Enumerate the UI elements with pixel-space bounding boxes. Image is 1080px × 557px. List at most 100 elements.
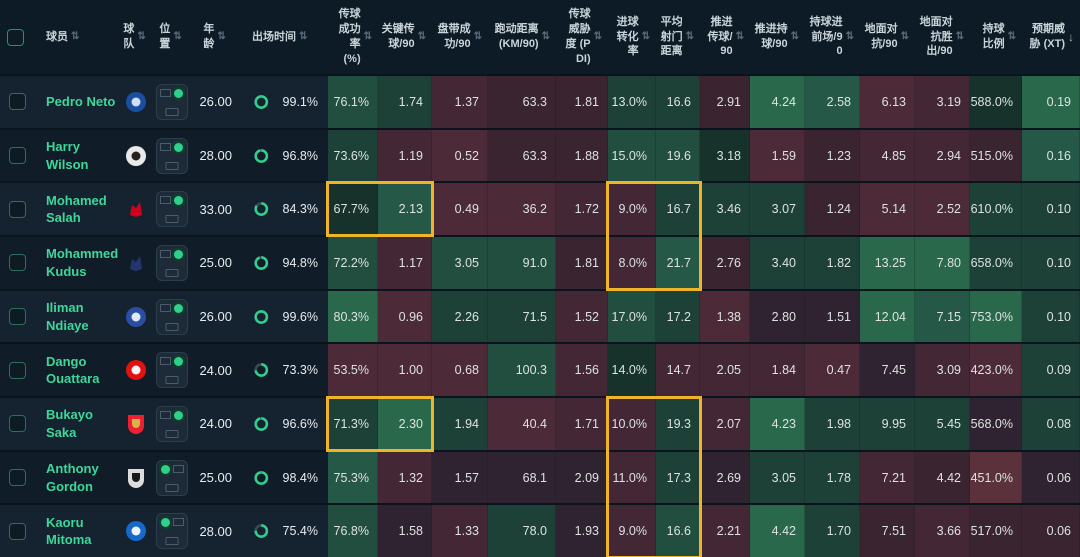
stat-value: 1.72 <box>574 202 599 217</box>
sort-icon[interactable]: ⇅ <box>955 31 964 43</box>
stat-value: 53.5% <box>333 363 369 378</box>
stat-value: 2.58 <box>826 94 851 109</box>
column-header-conversion[interactable]: 进球转化率 ⇅ <box>608 0 656 74</box>
position-cell <box>152 291 192 343</box>
stat-value: 610.0% <box>970 202 1013 217</box>
age-value: 28.00 <box>199 148 232 163</box>
cell-run_dist: 91.0 <box>488 237 556 289</box>
cell-carry_fwd: 1.98 <box>805 398 860 450</box>
playing-time-cell: 73.3% <box>240 344 328 396</box>
row-checkbox[interactable] <box>8 415 26 433</box>
sort-icon[interactable]: ⇅ <box>137 31 146 43</box>
player-name[interactable]: Iliman Ndiaye <box>46 299 89 333</box>
column-header-xt[interactable]: 预期威胁 (XT) ↓ <box>1022 0 1080 74</box>
stat-value: 423.0% <box>970 363 1013 378</box>
stat-value: 1.00 <box>398 363 423 378</box>
stat-value: 517.0% <box>970 524 1013 539</box>
cell-shot_dist: 17.3 <box>656 451 700 504</box>
column-header-ground_duel[interactable]: 地面对抗/90 ⇅ <box>860 0 915 74</box>
team-cell <box>120 344 152 396</box>
column-header-prog_pass[interactable]: 推进传球/90 ⇅ <box>700 0 750 74</box>
player-name[interactable]: Dango Ouattara <box>46 353 100 387</box>
player-name[interactable]: Mohamed Salah <box>46 192 107 226</box>
column-header-label: 球员 <box>46 30 68 43</box>
column-header-label: 持球比例 <box>982 23 1005 50</box>
player-name[interactable]: Kaoru Mitoma <box>46 514 92 548</box>
row-checkbox[interactable] <box>8 147 26 164</box>
stat-value: 21.7 <box>666 255 691 270</box>
row-checkbox-cell <box>0 237 34 289</box>
row-checkbox[interactable] <box>8 361 26 379</box>
column-header-player[interactable]: 球员 ⇅ <box>34 0 120 74</box>
player-name[interactable]: Mohammed Kudus <box>46 246 119 279</box>
sort-icon[interactable]: ⇅ <box>173 31 182 43</box>
sort-icon[interactable]: ⇅ <box>900 31 909 43</box>
player-name[interactable]: Pedro Neto <box>46 94 116 110</box>
column-header-time[interactable]: 出场时间 ⇅ <box>240 0 328 74</box>
sort-desc-icon[interactable]: ↓ <box>1068 29 1074 44</box>
column-header-carry_fwd[interactable]: 持球进前场/90 ⇅ <box>805 0 860 74</box>
sort-icon[interactable]: ⇅ <box>845 31 854 43</box>
sort-icon[interactable]: ⇅ <box>363 31 372 43</box>
row-checkbox[interactable] <box>8 200 26 218</box>
stat-value: 36.2 <box>522 202 547 217</box>
cell-pass_threat: 1.81 <box>556 237 608 289</box>
sort-icon[interactable]: ⇅ <box>71 31 80 43</box>
cell-prog_carry: 3.40 <box>750 237 805 289</box>
sort-icon[interactable]: ⇅ <box>1007 31 1016 43</box>
column-header-pass_pct[interactable]: 传球成功率 (%) ⇅ <box>328 0 378 74</box>
cell-ground_duel: 13.25 <box>860 237 915 289</box>
stat-value: 8.0% <box>618 255 648 270</box>
column-header-age[interactable]: 年龄 ⇅ <box>192 0 240 74</box>
player-name[interactable]: Harry Wilson <box>46 138 89 172</box>
column-header-prog_carry[interactable]: 推进持球/90 ⇅ <box>750 0 805 74</box>
row-checkbox-cell <box>0 291 34 343</box>
stat-value: 17.3 <box>666 470 691 485</box>
sort-icon[interactable]: ⇅ <box>685 31 694 43</box>
column-header-possession[interactable]: 持球比例 ⇅ <box>970 0 1022 74</box>
cell-dribble: 0.49 <box>432 183 488 236</box>
sort-icon[interactable]: ⇅ <box>735 31 744 43</box>
stat-value: 7.15 <box>936 309 961 324</box>
sort-icon[interactable]: ⇅ <box>473 31 482 43</box>
column-header-duel_won[interactable]: 地面对抗胜出/90 ⇅ <box>915 0 970 74</box>
playing-time-donut <box>254 94 269 109</box>
player-name[interactable]: Bukayo Saka <box>46 407 93 440</box>
team-cell <box>120 76 152 128</box>
sort-icon[interactable]: ⇅ <box>790 31 799 43</box>
cell-pass_pct: 73.6% <box>328 129 378 182</box>
player-name[interactable]: Anthony Gordon <box>46 460 99 494</box>
sort-icon[interactable]: ⇅ <box>593 31 602 43</box>
cell-conversion: 10.0% <box>608 398 656 450</box>
select-all-checkbox[interactable] <box>6 28 24 46</box>
pitch-box-icon <box>160 88 171 97</box>
position-dot-icon <box>174 196 183 206</box>
stat-value: 2.76 <box>716 255 741 270</box>
stat-value: 19.3 <box>666 416 691 431</box>
sort-icon[interactable]: ⇅ <box>299 31 308 43</box>
cell-ground_duel: 5.14 <box>860 183 915 236</box>
cell-ground_duel: 7.51 <box>860 505 915 557</box>
age-cell: 28.00 <box>192 505 240 557</box>
cell-prog_pass: 2.21 <box>700 505 750 557</box>
column-header-shot_dist[interactable]: 平均射门距离 ⇅ <box>656 0 700 74</box>
column-header-position[interactable]: 位置 ⇅ <box>152 0 192 74</box>
row-checkbox[interactable] <box>8 469 26 487</box>
cell-shot_dist: 21.7 <box>656 237 700 289</box>
position-cell <box>152 398 192 450</box>
column-header-run_dist[interactable]: 跑动距离 (KM/90) ⇅ <box>488 0 556 74</box>
row-checkbox[interactable] <box>8 254 26 272</box>
sort-icon[interactable]: ⇅ <box>217 31 226 43</box>
sort-icon[interactable]: ⇅ <box>417 31 426 43</box>
sort-icon[interactable]: ⇅ <box>541 31 550 43</box>
column-header-pass_threat[interactable]: 传球威胁度 (PDI) ⇅ <box>556 0 608 74</box>
team-badge-chelsea <box>126 91 146 112</box>
column-header-dribble[interactable]: 盘带成功/90 ⇅ <box>432 0 488 74</box>
column-header-key_pass[interactable]: 关键传球/90 ⇅ <box>378 0 432 74</box>
row-checkbox[interactable] <box>8 93 26 111</box>
row-checkbox[interactable] <box>8 522 26 540</box>
cell-ground_duel: 4.85 <box>860 129 915 182</box>
sort-icon[interactable]: ⇅ <box>641 31 650 43</box>
column-header-team[interactable]: 球队 ⇅ <box>120 0 152 74</box>
row-checkbox[interactable] <box>8 308 26 326</box>
